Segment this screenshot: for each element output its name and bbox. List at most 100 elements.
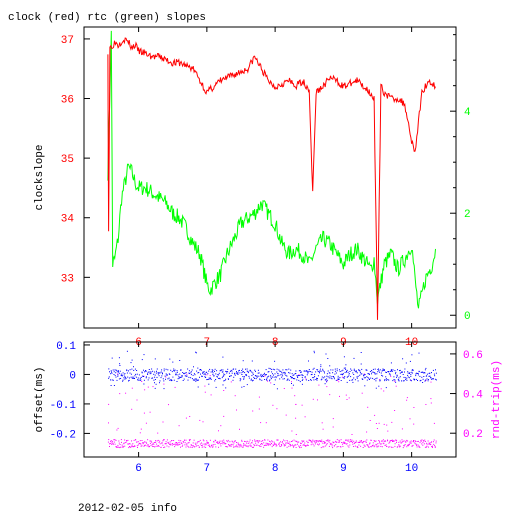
rndtrip-point [417,444,419,446]
rndtrip-outlier [401,428,403,430]
offset-point [113,374,115,375]
rndtrip-point [381,440,383,442]
rndtrip-point [211,446,213,448]
rndtrip-point [261,443,262,444]
offset-point [110,370,112,372]
rndtrip-point [110,440,112,442]
offset-point [126,372,128,374]
rndtrip-point [331,443,333,445]
offset-point [413,379,415,381]
rndtrip-point [313,445,315,447]
offset-point [135,376,137,378]
offset-point [271,371,273,373]
offset-point [141,371,143,373]
offset-point [273,376,275,378]
rndtrip-point [215,440,217,442]
rndtrip-point [232,444,234,446]
offset-point [402,374,404,375]
offset-point [371,373,372,375]
rndtrip-point [167,441,169,443]
offset-point [359,374,361,376]
offset-point [287,378,289,380]
offset-point [150,372,152,374]
rndtrip-point [398,445,400,447]
rndtrip-point [204,444,206,446]
rndtrip-point [138,442,140,444]
rndtrip-point [368,447,370,448]
offset-point [285,369,287,371]
rndtrip-point [351,441,352,443]
offset-point [160,371,162,373]
offset-point [366,379,368,381]
offset-point [416,372,418,374]
offset-point [242,376,244,377]
offset-point [156,368,158,370]
offset-point [349,371,351,372]
rndtrip-outlier [390,375,392,377]
rndtrip-outlier [342,376,344,378]
rndtrip-point [226,440,228,442]
rndtrip-point [345,439,346,441]
offset-point [408,377,410,379]
rndtrip-point [121,441,122,443]
offset-point [333,376,335,378]
offset-point [120,378,122,379]
rndtrip-point [283,439,284,441]
offset-point [218,372,220,374]
rndtrip-point [135,439,137,441]
rndtrip-point [238,444,240,446]
rndtrip-outlier [337,379,339,381]
offset-outlier [343,356,345,358]
rndtrip-point [215,446,217,448]
rndtrip-point [277,439,279,441]
rndtrip-point [394,443,396,445]
rndtrip-point [153,446,155,447]
rndtrip-point [139,443,141,445]
rndtrip-point [163,447,165,448]
rndtrip-outlier [230,381,232,383]
offset-point [356,376,358,378]
rndtrip-point [176,444,178,446]
offset-outlier [313,352,315,354]
rndtrip-point [380,445,382,447]
rndtrip-point [294,440,296,442]
rndtrip-point [289,445,291,447]
offset-point [123,377,125,379]
offset-outlier [343,367,345,369]
rndtrip-point [126,440,128,442]
rndtrip-point [424,439,426,441]
offset-outlier [306,371,308,373]
offset-point [271,376,273,378]
rndtrip-outlier [145,422,147,424]
offset-point [203,373,205,375]
offset-outlier [301,383,303,385]
rndtrip-point [118,446,120,448]
offset-point [288,379,290,381]
rndtrip-point [168,442,170,444]
rndtrip-outlier [252,410,254,412]
offset-point [276,371,278,373]
offset-point [169,379,171,381]
offset-outlier [124,378,126,380]
offset-point [179,377,181,378]
rndtrip-point [335,441,337,443]
offset-point [358,369,360,371]
offset-point [376,377,378,379]
rndtrip-point [217,442,219,444]
offset-point [164,375,166,377]
offset-point [116,370,118,372]
offset-point [154,371,156,373]
rndtrip-point [122,445,124,447]
rndtrip-point [387,439,388,441]
offset-point [288,368,290,370]
offset-point [353,368,355,370]
bottom-plot-frame [83,341,457,458]
rndtrip-point [140,443,142,445]
offset-outlier [390,362,392,364]
offset-point [386,379,387,381]
offset-outlier [378,385,380,387]
rndtrip-point [382,439,384,441]
rndtrip-point [385,444,387,446]
offset-point [165,368,167,370]
rndtrip-point [117,444,119,446]
